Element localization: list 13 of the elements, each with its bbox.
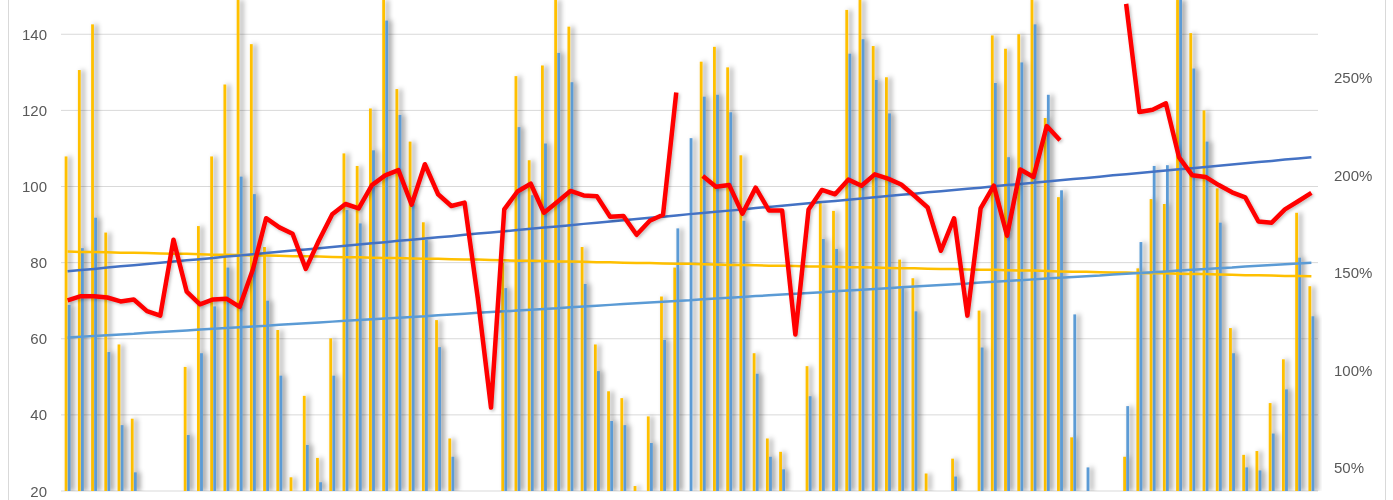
y-tick-label: 20 <box>30 482 47 500</box>
line-series <box>66 155 1313 273</box>
y-tick-label: 100 <box>21 178 47 195</box>
y2-tick-label: 150% <box>1334 264 1373 282</box>
y-tick-label: 80 <box>30 254 47 272</box>
y2-tick-label: 250% <box>1334 69 1373 87</box>
y2-tick-label: 100% <box>1334 361 1373 379</box>
y-tick-label: 60 <box>30 330 47 348</box>
y2-tick-label: 200% <box>1334 166 1373 184</box>
y-tick-label: 40 <box>30 406 47 424</box>
y2-tick-label: 50% <box>1334 459 1365 477</box>
y-tick-label: 140 <box>21 25 47 43</box>
y-tick-label: 120 <box>21 101 47 119</box>
